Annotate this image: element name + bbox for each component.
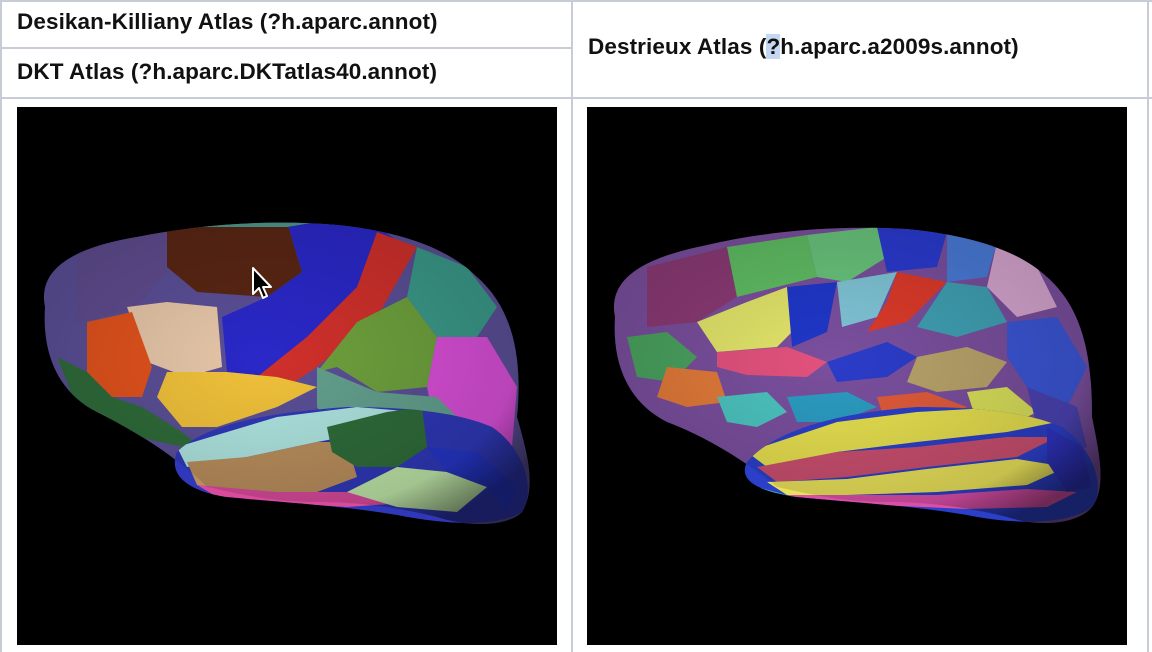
destrieux-brain-image xyxy=(587,107,1127,645)
header-destrieux-text-end: h.aparc.a2009s.annot) xyxy=(780,34,1019,59)
table-border-left xyxy=(0,0,2,652)
brain-surface-right-svg xyxy=(613,227,1101,523)
brain-surface-left-svg xyxy=(43,222,530,524)
selected-text-highlight[interactable]: ? xyxy=(766,34,781,59)
header-bottom-border xyxy=(0,97,1152,99)
table-divider-vertical xyxy=(571,0,573,652)
header-divider-left xyxy=(0,47,572,49)
header-destrieux-text-start: Destrieux Atlas ( xyxy=(588,34,767,59)
table-border-right xyxy=(1147,0,1149,652)
text-cursor-after: ) xyxy=(429,59,438,84)
header-dkt-atlas: DKT Atlas (?h.aparc.DKTatlas40.annot) xyxy=(17,59,437,85)
header-destrieux: Destrieux Atlas (?h.aparc.a2009s.annot) xyxy=(588,34,1019,60)
mouse-pointer-icon xyxy=(251,266,279,302)
table-border-top xyxy=(0,0,1152,2)
header-dkt-atlas-text: DKT Atlas (?h.aparc.DKTatlas40.annot xyxy=(17,59,430,84)
header-desikan-killiany: Desikan-Killiany Atlas (?h.aparc.annot) xyxy=(17,9,438,34)
desikan-killiany-brain-image xyxy=(17,107,557,645)
